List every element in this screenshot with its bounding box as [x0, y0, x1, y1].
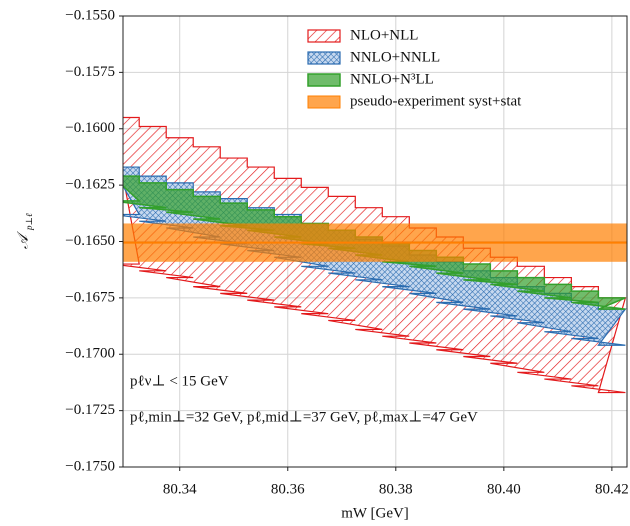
- legend-swatch: [307, 95, 341, 109]
- y-tick-label: −0.1750: [65, 458, 115, 474]
- y-tick-label: −0.1675: [65, 289, 115, 305]
- y-axis-label: 𝒜: [15, 230, 31, 249]
- y-axis-label-sub: p⊥ℓ: [24, 213, 34, 231]
- legend-label: NNLO+N³LL: [350, 71, 434, 87]
- x-tick-label: 80.40: [487, 481, 521, 497]
- y-tick-label: −0.1650: [65, 233, 115, 249]
- y-tick-label: −0.1575: [65, 64, 115, 80]
- x-tick-label: 80.34: [163, 481, 197, 497]
- x-tick-label: 80.42: [595, 481, 629, 497]
- x-tick-label: 80.38: [379, 481, 413, 497]
- annotation: pℓν⊥ < 15 GeV: [130, 373, 229, 389]
- y-tick-label: −0.1625: [65, 177, 115, 193]
- y-tick-label: −0.1700: [65, 346, 115, 362]
- x-axis-label: mW [GeV]: [341, 505, 409, 521]
- y-tick-label: −0.1600: [65, 120, 115, 136]
- y-tick-label: −0.1550: [65, 7, 115, 23]
- legend-swatch: [307, 51, 341, 65]
- legend-swatch: [307, 29, 341, 43]
- legend-label: NNLO+NNLL: [350, 49, 440, 65]
- y-tick-label: −0.1725: [65, 402, 115, 418]
- legend-label: NLO+NLL: [350, 27, 418, 43]
- x-tick-label: 80.36: [271, 481, 305, 497]
- annotation: pℓ,min⊥=32 GeV, pℓ,mid⊥=37 GeV, pℓ,max⊥=…: [130, 409, 478, 425]
- legend-swatch: [307, 73, 341, 87]
- legend-label: pseudo-experiment syst+stat: [350, 93, 522, 109]
